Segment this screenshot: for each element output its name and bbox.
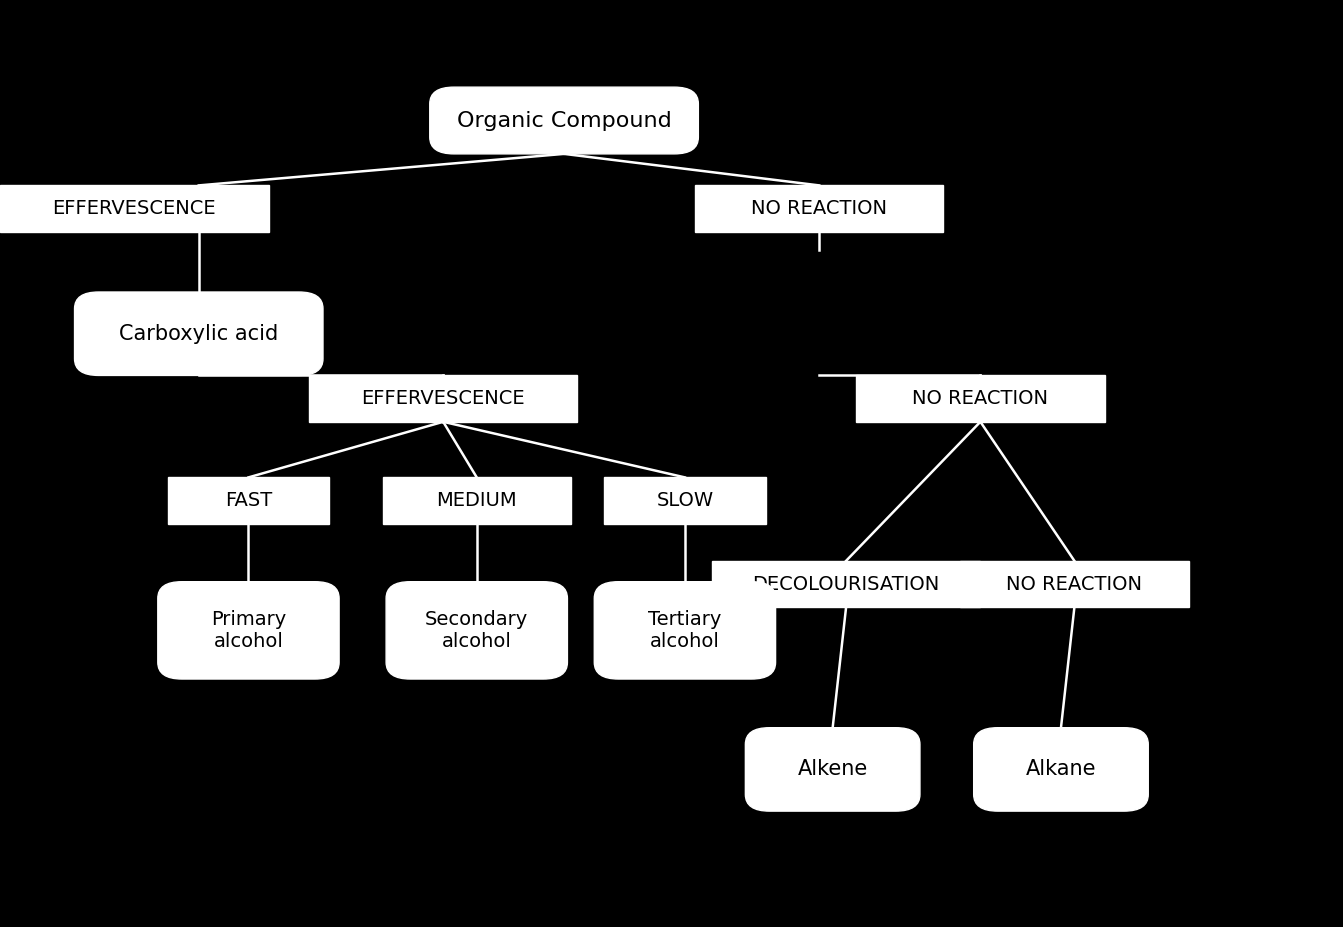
Text: EFFERVESCENCE: EFFERVESCENCE xyxy=(361,389,525,408)
FancyBboxPatch shape xyxy=(74,292,322,375)
Text: DECOLOURISATION: DECOLOURISATION xyxy=(752,575,940,593)
FancyBboxPatch shape xyxy=(168,477,329,524)
FancyBboxPatch shape xyxy=(604,477,766,524)
Text: NO REACTION: NO REACTION xyxy=(912,389,1049,408)
FancyBboxPatch shape xyxy=(309,375,577,422)
Text: SLOW: SLOW xyxy=(657,491,713,510)
Text: Alkene: Alkene xyxy=(798,759,868,780)
Text: EFFERVESCENCE: EFFERVESCENCE xyxy=(52,199,216,218)
Text: Tertiary
alcohol: Tertiary alcohol xyxy=(649,610,721,651)
FancyBboxPatch shape xyxy=(0,185,269,232)
FancyBboxPatch shape xyxy=(974,728,1148,811)
Text: Secondary
alcohol: Secondary alcohol xyxy=(426,610,528,651)
Text: Primary
alcohol: Primary alcohol xyxy=(211,610,286,651)
FancyBboxPatch shape xyxy=(383,477,571,524)
FancyBboxPatch shape xyxy=(594,582,776,679)
Text: Alkane: Alkane xyxy=(1026,759,1096,780)
FancyBboxPatch shape xyxy=(696,185,943,232)
Text: NO REACTION: NO REACTION xyxy=(1006,575,1143,593)
Text: Organic Compound: Organic Compound xyxy=(457,110,672,131)
FancyBboxPatch shape xyxy=(387,582,568,679)
FancyBboxPatch shape xyxy=(745,728,920,811)
Text: NO REACTION: NO REACTION xyxy=(751,199,888,218)
Text: Carboxylic acid: Carboxylic acid xyxy=(120,324,278,344)
Text: MEDIUM: MEDIUM xyxy=(436,491,517,510)
Text: FAST: FAST xyxy=(224,491,273,510)
FancyBboxPatch shape xyxy=(158,582,338,679)
FancyBboxPatch shape xyxy=(857,375,1104,422)
FancyBboxPatch shape xyxy=(712,561,980,607)
FancyBboxPatch shape xyxy=(430,87,698,154)
FancyBboxPatch shape xyxy=(960,561,1189,607)
